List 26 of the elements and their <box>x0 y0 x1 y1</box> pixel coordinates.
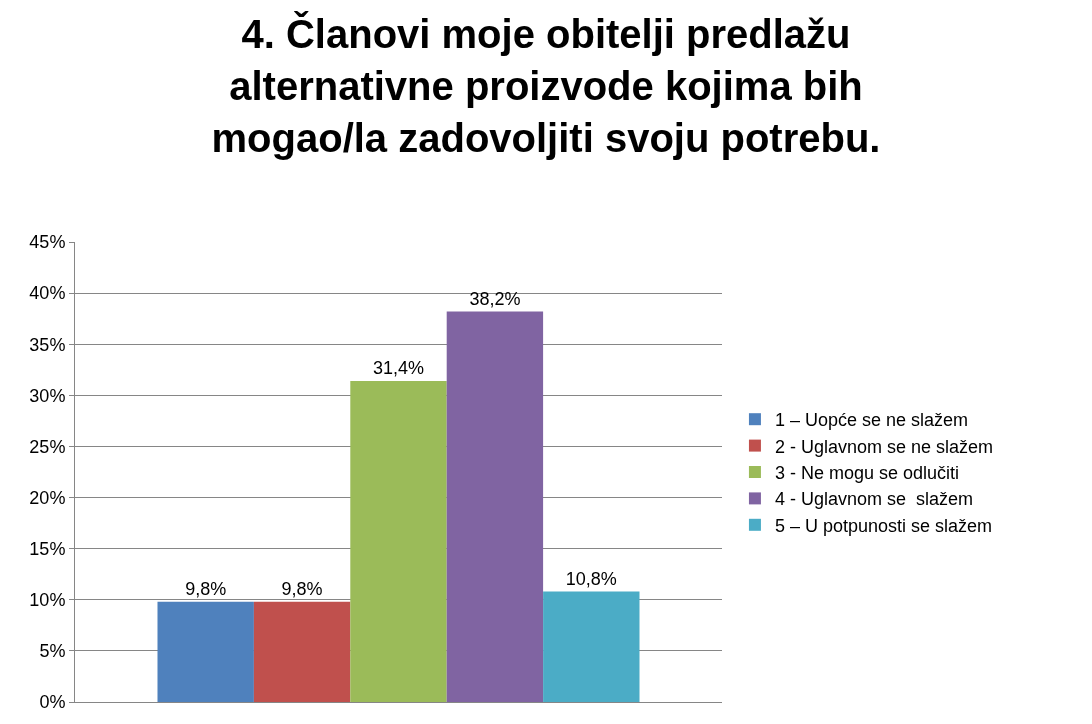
y-tick-label: 40% <box>29 283 66 304</box>
y-tick-label: 10% <box>29 590 66 611</box>
bar <box>157 601 254 702</box>
y-tick-label: 30% <box>29 385 66 406</box>
y-tick-label: 25% <box>29 436 66 457</box>
y-tick-label: 0% <box>39 692 66 713</box>
bar <box>543 591 640 702</box>
y-tick-label: 15% <box>29 538 66 559</box>
legend-label: 2 - Uglavnom se ne slažem <box>774 436 994 457</box>
legend-label: 3 - Ne mogu se odlučiti <box>774 463 960 484</box>
bar <box>350 381 447 702</box>
y-tick-label: 20% <box>29 487 66 508</box>
data-label: 9,8% <box>185 578 227 599</box>
bar <box>446 311 544 702</box>
bar <box>253 601 351 702</box>
data-label: 31,4% <box>372 358 425 379</box>
data-label: 10,8% <box>565 568 617 589</box>
data-label: 9,8% <box>281 578 323 599</box>
chart-title: 4. Članovi moje obitelji predlažu alternativne proizvode kojima bih mogao/la zadovoljiti svoju potrebu. <box>211 11 881 160</box>
y-tick-label: 45% <box>29 232 66 253</box>
y-tick-label: 5% <box>39 641 66 662</box>
y-tick-label: 35% <box>29 334 66 355</box>
legend-label: 4 - Uglavnom se slažem <box>774 489 974 510</box>
legend-label: 1 – Uopće se ne slažem <box>774 410 969 431</box>
data-label: 38,2% <box>469 288 521 309</box>
legend-label: 5 – U potpunosti se slažem <box>774 515 993 536</box>
